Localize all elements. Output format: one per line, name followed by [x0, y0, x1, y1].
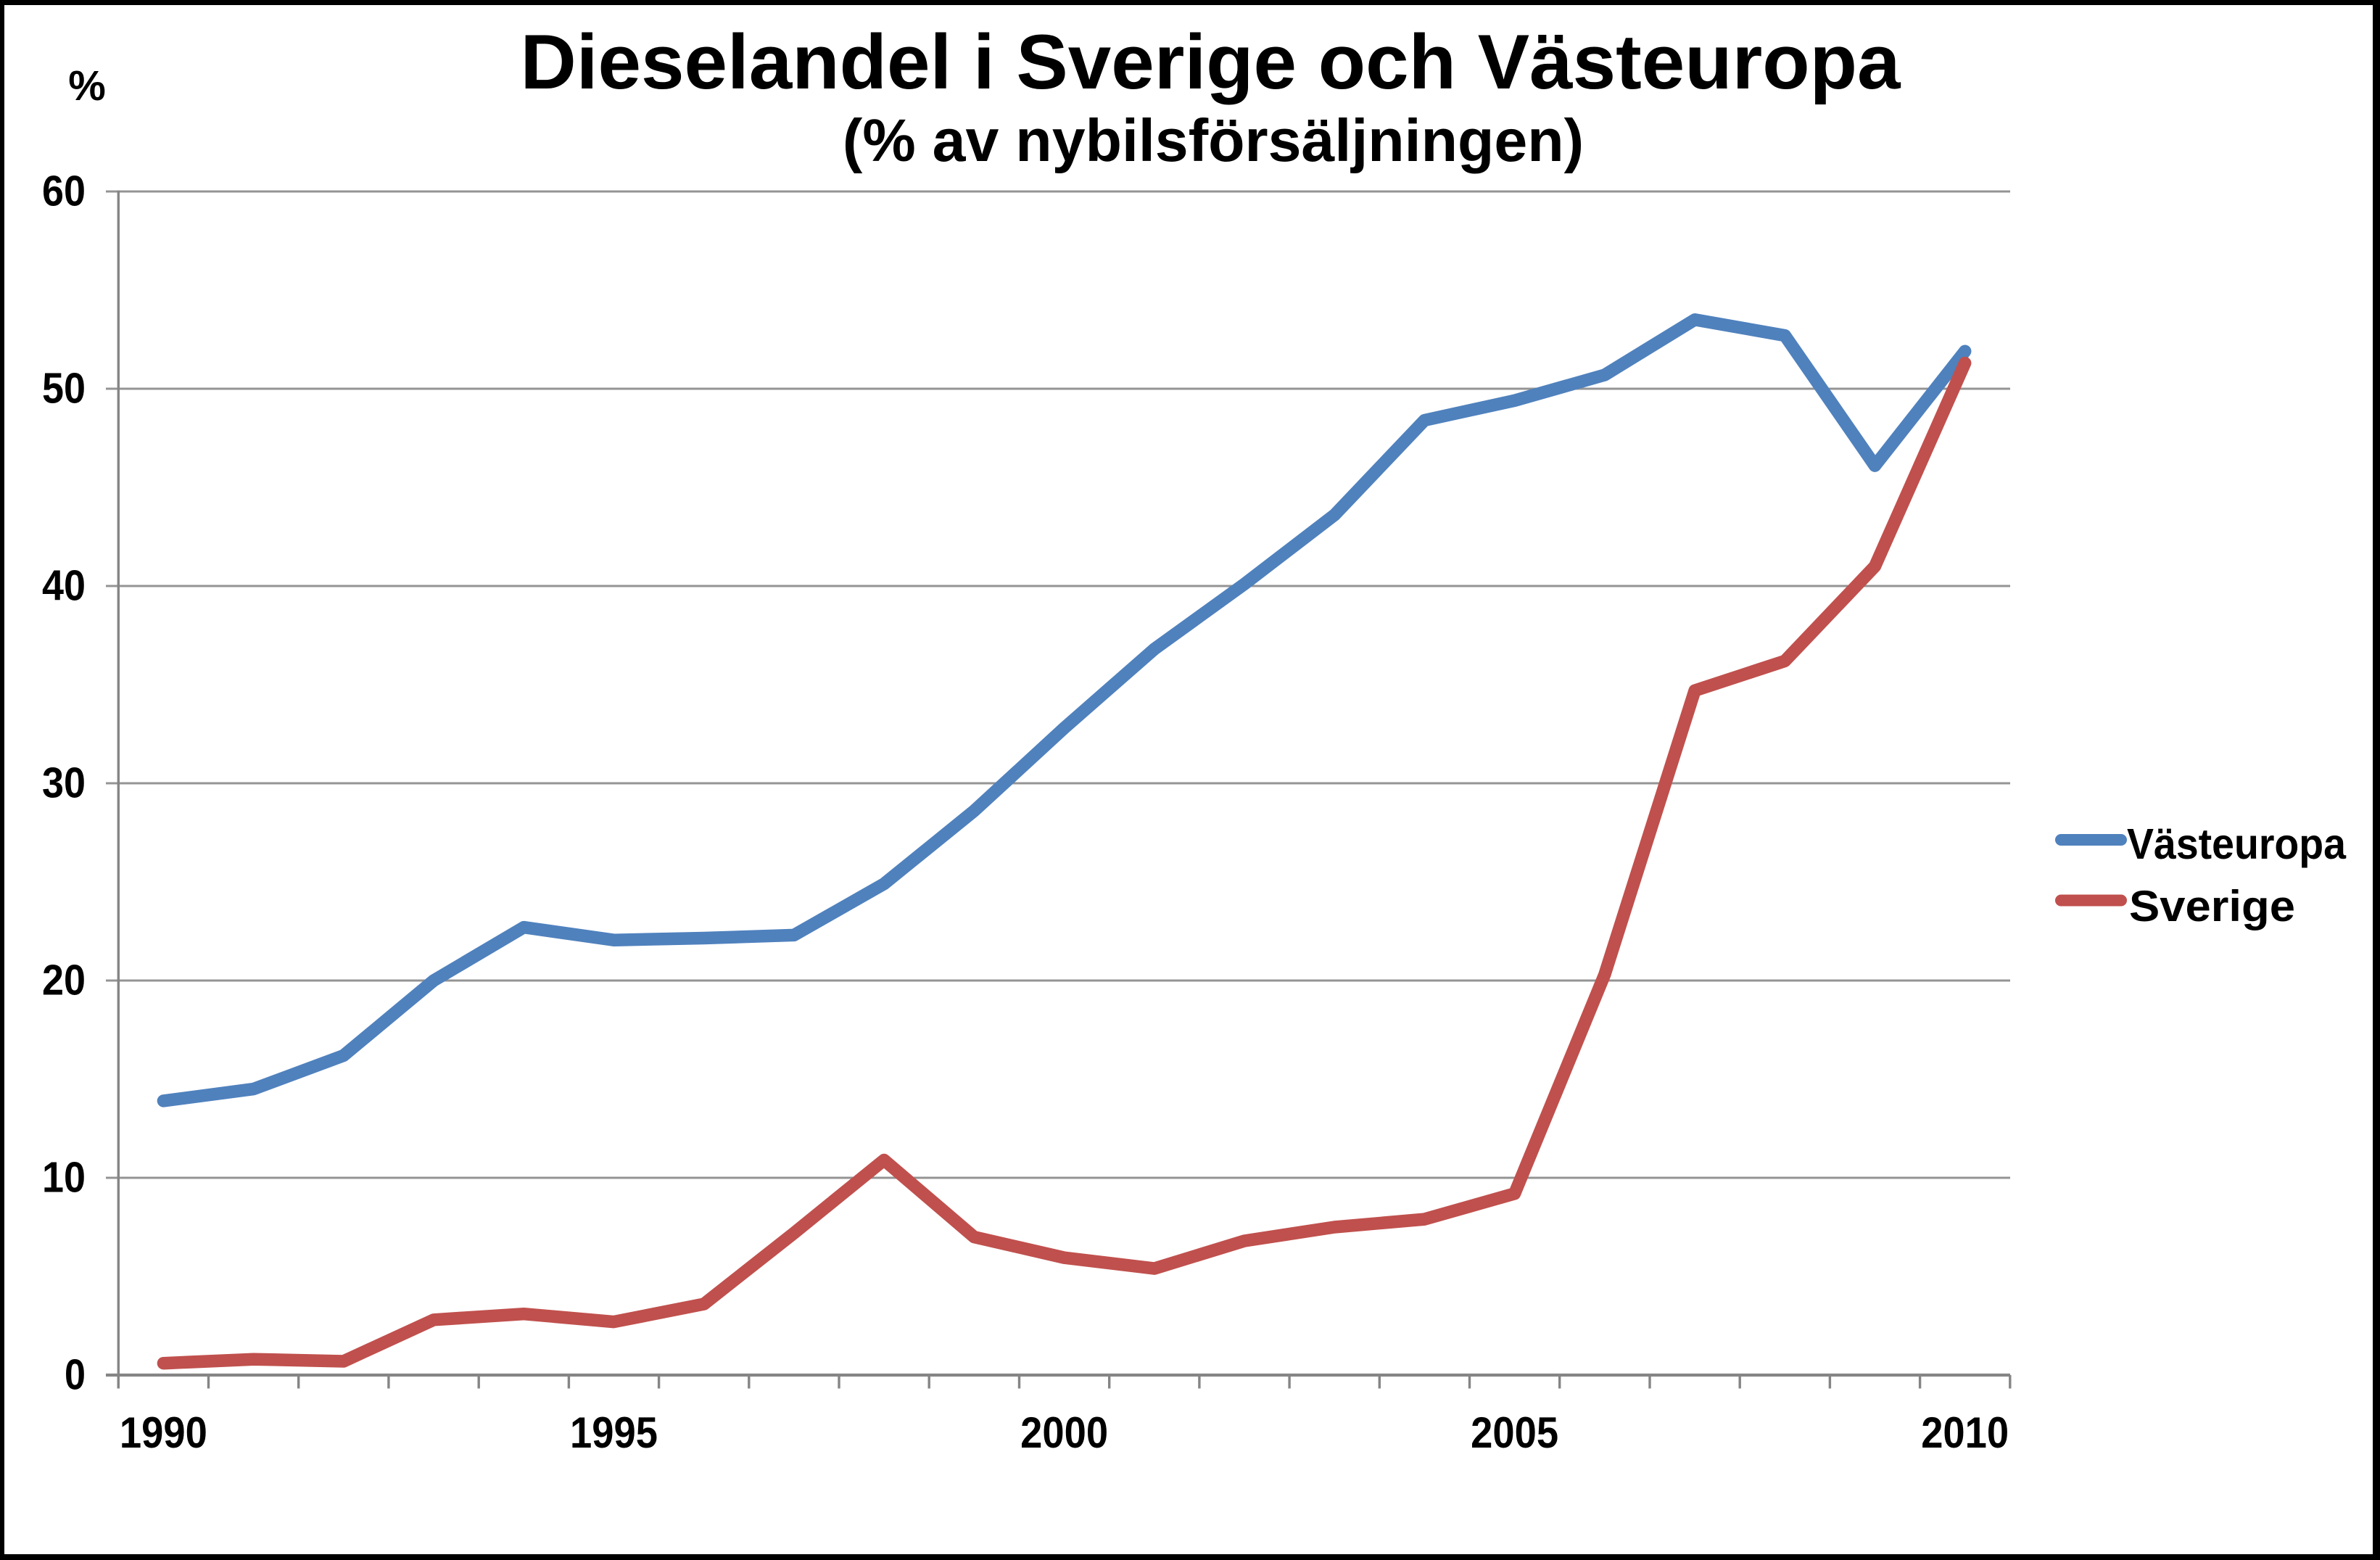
- svg-text:2010: 2010: [1921, 1408, 2009, 1457]
- svg-text:40: 40: [42, 562, 86, 610]
- svg-text:2000: 2000: [1020, 1408, 1108, 1457]
- svg-text:Dieselandel i Sverige och Väst: Dieselandel i Sverige och Västeuropa: [521, 18, 1901, 105]
- svg-text:1995: 1995: [570, 1408, 658, 1457]
- svg-text:60: 60: [42, 168, 86, 215]
- svg-text:1990: 1990: [120, 1408, 207, 1457]
- svg-text:(% av nybilsförsäljningen): (% av nybilsförsäljningen): [843, 107, 1584, 174]
- svg-text:Västeuropa: Västeuropa: [2127, 820, 2347, 868]
- svg-text:10: 10: [42, 1154, 86, 1202]
- svg-text:20: 20: [42, 957, 86, 1004]
- svg-text:50: 50: [42, 365, 86, 413]
- svg-text:30: 30: [42, 759, 86, 807]
- svg-text:2005: 2005: [1471, 1408, 1558, 1457]
- svg-text:%: %: [68, 62, 106, 110]
- svg-text:0: 0: [65, 1351, 86, 1399]
- svg-text:Sverige: Sverige: [2129, 882, 2295, 930]
